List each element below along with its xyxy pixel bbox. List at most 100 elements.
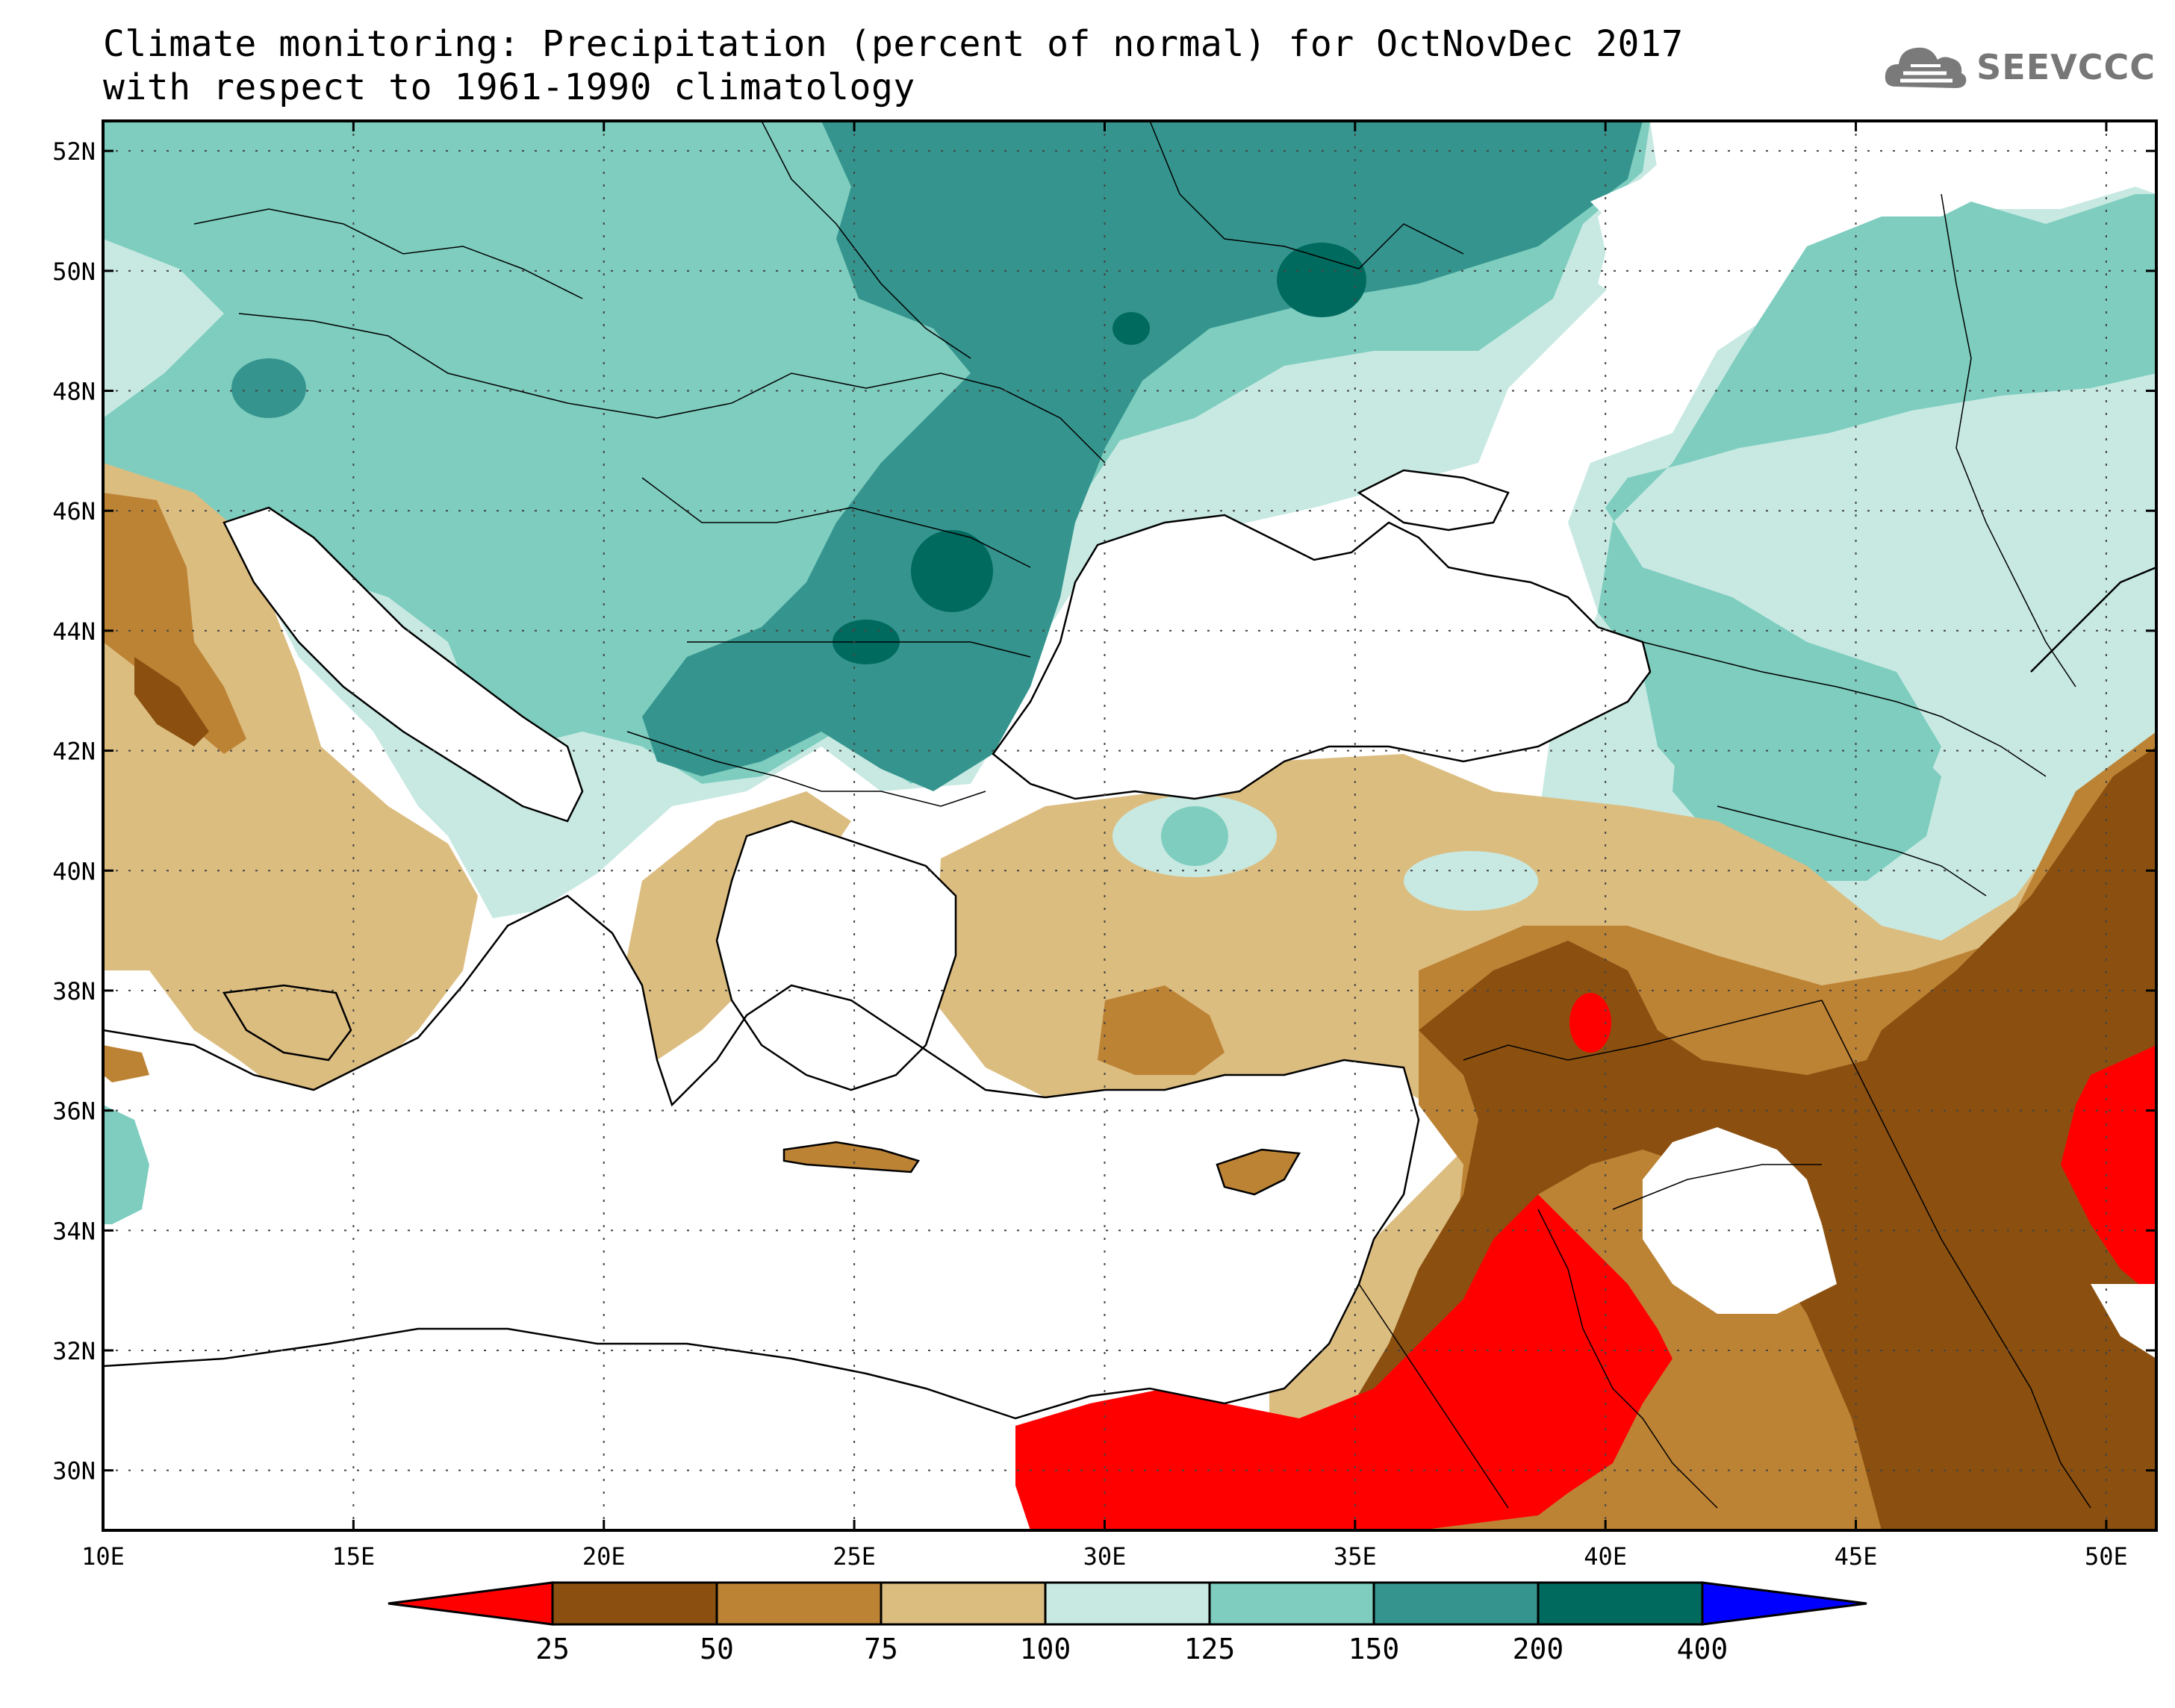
- border-4: [761, 121, 971, 359]
- region-red-southeast: [1015, 1194, 1673, 1530]
- region-sicily: [224, 985, 351, 1060]
- y-tick-label: 52N: [52, 137, 96, 166]
- colorbar-label: 50: [700, 1633, 734, 1665]
- country-borders: [193, 121, 2091, 1509]
- border-13: [1358, 1283, 1509, 1509]
- y-tick-label: 38N: [52, 977, 96, 1006]
- mediterranean-sea: [103, 896, 1419, 1418]
- border-6: [641, 477, 1031, 568]
- border-16: [1717, 805, 1987, 897]
- region-dark-teal-core: [642, 121, 1643, 791]
- colorbar-box: [1208, 1581, 1375, 1626]
- region-medium-brown-italy: [103, 493, 246, 754]
- border-3: [731, 373, 1106, 464]
- y-tick-label: 50N: [52, 258, 96, 286]
- border-5: [1149, 121, 1464, 269]
- region-medium-brown-turkey-south: [1098, 985, 1225, 1075]
- colorbar-box: [551, 1581, 718, 1626]
- region-nodata-northeast: [1590, 121, 2156, 328]
- region-northeast-teal: [1598, 194, 2156, 836]
- region-darkest-teal-2: [911, 530, 993, 612]
- colorbar-over-triangle: [1701, 1581, 1867, 1626]
- map-frame: [102, 119, 2158, 1532]
- border-1: [193, 208, 583, 299]
- colorbar-label: 125: [1184, 1633, 1236, 1665]
- aegean-sea: [717, 821, 956, 1090]
- region-dark-teal-west: [231, 358, 306, 418]
- region-darkest-teal-4: [1113, 312, 1150, 345]
- colorbar-label: 400: [1677, 1633, 1729, 1665]
- colorbar-box: [715, 1581, 883, 1626]
- sea-of-azov: [1359, 470, 1508, 530]
- colorbar-box: [1372, 1581, 1540, 1626]
- x-tick-label: 30E: [1083, 1542, 1127, 1571]
- region-turkey-light-teal-2: [1404, 851, 1538, 911]
- x-tick-label: 40E: [1584, 1542, 1627, 1571]
- map-layers: [103, 121, 2156, 1530]
- map-title: Climate monitoring: Precipitation (perce…: [103, 23, 1684, 65]
- x-tick-label: 15E: [332, 1542, 375, 1571]
- azov-coast: [1357, 469, 1510, 532]
- caspian-coast: [2030, 566, 2156, 673]
- region-tunisia-teal: [103, 1105, 149, 1224]
- x-tick-label: 10E: [81, 1542, 125, 1571]
- logo: SEEVCCC: [1881, 39, 2156, 96]
- colorbar: 25 50 75 100 125 150 200 400: [388, 1581, 1867, 1665]
- border-10: [1821, 1000, 2091, 1509]
- adriatic-coast: [223, 506, 584, 823]
- border-12: [1612, 1164, 1822, 1210]
- region-red-east: [2061, 1045, 2156, 1299]
- border-11: [1537, 1209, 1718, 1509]
- crete-coast: [782, 1141, 920, 1174]
- y-tick-label: 34N: [52, 1217, 96, 1245]
- mediterranean-coast: [103, 894, 1420, 1420]
- black-sea-coast: [992, 514, 1652, 800]
- y-tick-label: 40N: [52, 857, 96, 885]
- logo-text: SEEVCCC: [1976, 47, 2156, 87]
- colorbar-label: 100: [1020, 1633, 1071, 1665]
- border-8: [626, 731, 986, 807]
- x-tick-label: 45E: [1835, 1542, 1878, 1571]
- colorbar-under-triangle: [388, 1581, 554, 1626]
- map-subtitle: with respect to 1961-1990 climatology: [103, 66, 915, 108]
- y-tick-label: 30N: [52, 1457, 96, 1486]
- sicily-coast: [222, 984, 352, 1062]
- x-tick-label: 25E: [833, 1542, 876, 1571]
- colorbar-label: 200: [1513, 1633, 1564, 1665]
- black-sea: [993, 515, 1650, 799]
- x-tick-label: 20E: [582, 1542, 626, 1571]
- border-14: [1642, 641, 2047, 777]
- north-africa-land: [103, 1224, 1015, 1530]
- x-tick-label: 35E: [1334, 1542, 1377, 1571]
- y-tick-label: 48N: [52, 378, 96, 406]
- border-2: [238, 313, 732, 419]
- region-darkest-teal-1: [1277, 243, 1366, 317]
- border-15: [1941, 193, 2076, 688]
- region-turkey-teal-1: [1161, 806, 1228, 866]
- border-7: [687, 641, 1031, 658]
- y-tick-label: 46N: [52, 497, 96, 526]
- title-block: Climate monitoring: Precipitation (perce…: [103, 22, 1684, 109]
- y-tick-label: 36N: [52, 1097, 96, 1126]
- region-dark-brown-italy: [134, 657, 209, 747]
- y-tick-label: 44N: [52, 617, 96, 646]
- region-cyprus: [1217, 1150, 1299, 1194]
- coastlines: [103, 469, 2156, 1420]
- y-tick-label: 42N: [52, 738, 96, 766]
- colorbar-box: [1537, 1581, 1704, 1626]
- region-south-tan: [103, 463, 478, 1105]
- x-tick-label: 50E: [2085, 1542, 2128, 1571]
- aegean-coast: [715, 820, 957, 1091]
- cloud-logo-icon: [1885, 47, 1967, 88]
- colorbar-label: 75: [864, 1633, 898, 1665]
- region-nodata-syria: [1643, 1127, 1837, 1314]
- colorbar-label: 150: [1348, 1633, 1400, 1665]
- y-tick-label: 32N: [52, 1337, 96, 1365]
- axes: 10E 15E 20E 25E 30E 35E 40E 45E 50E 30N 32N 34N 36N 3…: [52, 121, 2156, 1571]
- adriatic-sea: [224, 508, 582, 821]
- colorbar-label: 25: [535, 1633, 570, 1665]
- region-nodata-iraq-south: [2091, 1284, 2156, 1359]
- cyprus-coast: [1216, 1148, 1301, 1196]
- border-9: [1463, 1000, 1823, 1061]
